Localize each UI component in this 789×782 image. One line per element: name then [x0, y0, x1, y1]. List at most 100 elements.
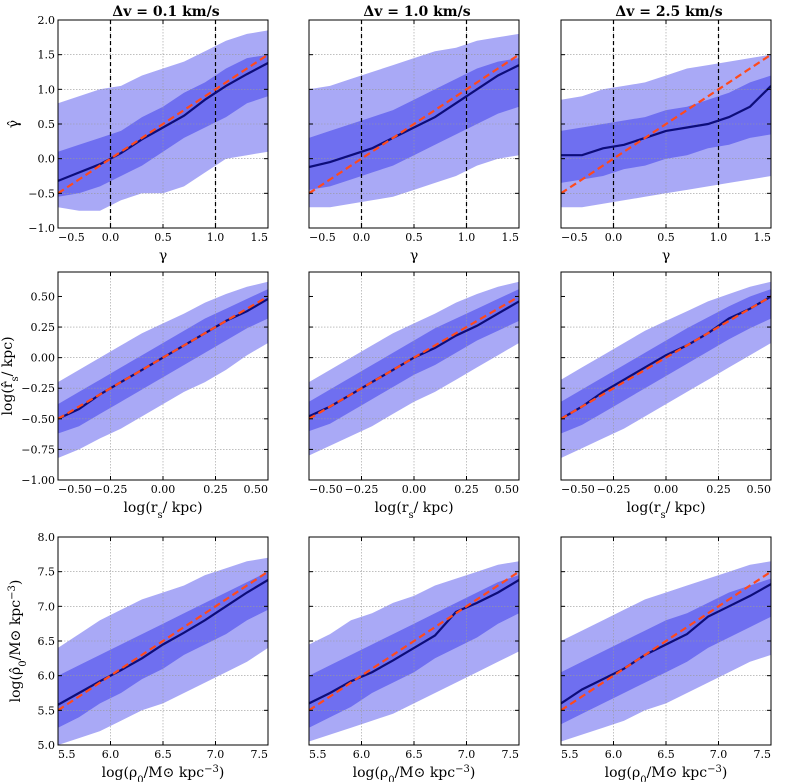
truth-line — [309, 53, 519, 195]
x-tick-label: 0.0 — [102, 231, 120, 244]
y-tick-label: 7.0 — [38, 600, 56, 613]
x-tick-label: 6.0 — [605, 748, 623, 761]
y-tick-label: −1.0 — [28, 222, 55, 235]
y-tick-label: 6.0 — [38, 670, 56, 683]
inner-band — [58, 289, 268, 434]
x-tick-label: 7.5 — [251, 748, 269, 761]
column-title-1: Δv = 1.0 km/s — [363, 4, 470, 20]
y-tick-label: 0.50 — [31, 290, 56, 303]
x-tick-label: 0.00 — [654, 483, 679, 496]
column-title-2: Δv = 2.5 km/s — [615, 4, 722, 20]
y-tick-label: 0.5 — [38, 118, 56, 131]
truth-line — [58, 295, 268, 420]
x-tick-label: −0.5 — [58, 231, 85, 244]
truth-line — [309, 295, 519, 420]
y-tick-label: −0.50 — [21, 413, 55, 426]
x-tick-label: −0.50 — [309, 483, 343, 496]
plot-area — [561, 537, 771, 745]
x-tick-label: 0.0 — [605, 231, 623, 244]
y-tick-label: −1.00 — [21, 474, 55, 487]
x-tick-label: 0.25 — [706, 483, 731, 496]
x-tick-label: 0.5 — [405, 231, 423, 244]
panel-r2-c2: 5.5 6.0 6.5 7.0 7.5 log(ρ0/M⊙ kpc−3) — [560, 536, 772, 782]
x-tick-label: 5.5 — [561, 748, 579, 761]
column-title-0: Δv = 0.1 km/s — [112, 4, 219, 20]
y-tick-label: 8.0 — [38, 531, 56, 544]
y-tick-label: 1.0 — [38, 83, 56, 96]
y-axis-label: log(r̂s/ kpc) — [0, 336, 21, 415]
median-line — [58, 62, 268, 182]
y-tick-label: 0.25 — [31, 321, 56, 334]
y-tick-label: 6.5 — [38, 635, 56, 648]
truth-line — [58, 53, 268, 195]
median-line — [309, 579, 519, 705]
plot-area — [309, 20, 519, 228]
plot-area — [58, 272, 268, 480]
truth-line — [561, 295, 771, 420]
panel-r0-c2: −0.5 0.0 0.5 1.0 1.5 γ — [560, 19, 772, 264]
median-line — [561, 583, 771, 705]
panel-r2-c1: 5.5 6.0 6.5 7.0 7.5 log(ρ0/M⊙ kpc−3) — [308, 536, 520, 782]
panel-r1-c0: −0.50 −0.25 0.00 0.25 0.50−1.00−0.75−0.50−0.… — [0, 271, 269, 521]
panel-r0-c0: −0.5 0.0 0.5 1.0 1.5−1.0−0.50.00.51.01.52.0γ… — [6, 14, 269, 264]
x-tick-label: 6.5 — [657, 748, 675, 761]
y-tick-label: −0.75 — [21, 443, 55, 456]
plot-area — [309, 537, 519, 745]
median-line — [561, 295, 771, 420]
x-tick-label: 1.5 — [754, 231, 772, 244]
x-tick-label: −0.5 — [561, 231, 588, 244]
x-tick-label: 0.00 — [151, 483, 176, 496]
median-line — [561, 85, 771, 157]
panel-r0-c1: −0.5 0.0 0.5 1.0 1.5 γ — [308, 19, 520, 264]
x-tick-label: 7.0 — [710, 748, 728, 761]
x-tick-label: 0.00 — [402, 483, 427, 496]
x-tick-label: 7.0 — [207, 748, 225, 761]
x-tick-label: −0.25 — [345, 483, 379, 496]
y-tick-label: 1.5 — [38, 49, 56, 62]
x-tick-label: 0.25 — [454, 483, 479, 496]
median-line — [309, 64, 519, 169]
x-tick-label: 0.50 — [747, 483, 772, 496]
plot-area — [309, 272, 519, 480]
x-tick-label: 6.0 — [102, 748, 120, 761]
y-tick-label: 2.0 — [38, 14, 56, 27]
x-tick-label: 1.0 — [207, 231, 225, 244]
y-axis-label: log(ρ̂0/M⊙ kpc−3) — [7, 580, 29, 703]
x-tick-label: 1.5 — [502, 231, 520, 244]
x-axis-label: log(rs/ kpc) — [374, 500, 453, 521]
x-axis-label: log(ρ0/M⊙ kpc−3) — [102, 764, 225, 782]
x-tick-label: 7.5 — [754, 748, 772, 761]
x-tick-label: 0.50 — [495, 483, 520, 496]
plot-area — [58, 20, 268, 228]
x-tick-label: −0.50 — [561, 483, 595, 496]
x-tick-label: 5.5 — [58, 748, 76, 761]
x-tick-label: 6.5 — [154, 748, 172, 761]
x-axis-label: log(rs/ kpc) — [123, 500, 202, 521]
panels: −0.5 0.0 0.5 1.0 1.5−1.0−0.50.00.51.01.52.0γ… — [0, 14, 772, 782]
plot-area — [561, 272, 771, 480]
panel-r2-c0: 5.5 6.0 6.5 7.0 7.55.05.56.06.57.07.58.0log(… — [7, 531, 269, 782]
panel-r1-c2: −0.50 −0.25 0.00 0.25 0.50 log(rs/ kpc) — [560, 271, 772, 521]
median-line — [58, 579, 268, 706]
x-tick-label: 0.5 — [657, 231, 675, 244]
x-tick-label: 5.5 — [309, 748, 327, 761]
x-tick-label: −0.25 — [597, 483, 631, 496]
column-titles: Δv = 0.1 km/s Δv = 1.0 km/s Δv = 2.5 km/… — [112, 4, 722, 20]
y-tick-label: 5.0 — [38, 739, 56, 752]
x-tick-label: 1.0 — [458, 231, 476, 244]
truth-line — [561, 53, 771, 195]
x-tick-label: 0.5 — [154, 231, 172, 244]
y-tick-label: 0.00 — [31, 352, 56, 365]
x-axis-label: log(rs/ kpc) — [626, 500, 705, 521]
x-tick-label: 1.5 — [251, 231, 269, 244]
y-tick-label: −0.5 — [28, 187, 55, 200]
x-axis-label: γ — [410, 248, 418, 264]
truth-line — [309, 570, 519, 712]
x-tick-label: −0.5 — [309, 231, 336, 244]
y-tick-label: 0.0 — [38, 153, 56, 166]
y-tick-label: 5.5 — [38, 704, 56, 717]
truth-line — [58, 570, 268, 712]
x-axis-label: log(ρ0/M⊙ kpc−3) — [605, 764, 728, 782]
y-tick-label: 7.5 — [38, 566, 56, 579]
